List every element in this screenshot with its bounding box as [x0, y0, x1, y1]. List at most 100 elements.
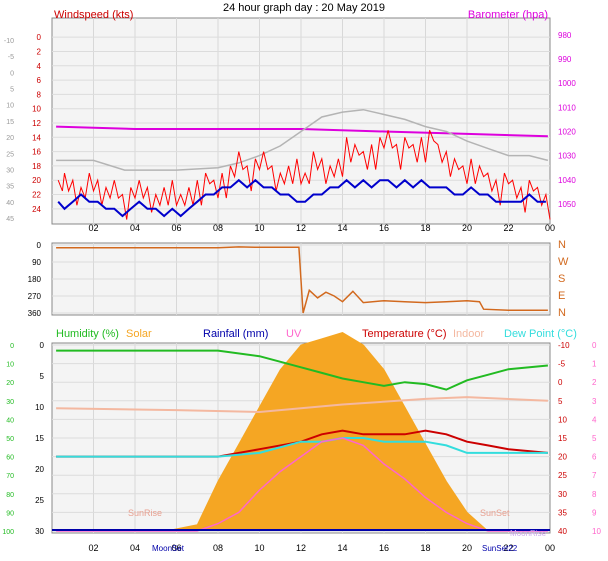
y-tick-label: 25: [35, 496, 44, 505]
x-tick-label: 14: [337, 543, 347, 553]
y-tick-label: 0: [592, 341, 597, 350]
y-tick-label: 50: [6, 436, 14, 443]
y-tick-label: 18: [32, 162, 41, 171]
legend-label: Rainfall (mm): [203, 328, 268, 340]
y-tick-label: 40: [6, 200, 14, 207]
x-tick-label: 10: [254, 543, 264, 553]
x-tick-label: 08: [213, 543, 223, 553]
y-tick-label: 1040: [558, 176, 576, 185]
y-tick-label: 4: [37, 62, 42, 71]
y-tick-label: 90: [32, 258, 41, 267]
y-tick-label: 14: [32, 133, 41, 142]
y-tick-label: 20: [32, 176, 41, 185]
x-tick-label: 08: [213, 223, 223, 233]
y-tick-label: 990: [558, 55, 572, 64]
y-tick-label: S: [558, 273, 565, 285]
x-tick-label: 22: [503, 543, 513, 553]
y-tick-label: 30: [6, 167, 14, 174]
y-tick-label: 100: [2, 529, 14, 536]
y-tick-label: 8: [37, 90, 42, 99]
y-tick-label: 15: [558, 434, 567, 443]
y-tick-label: 6: [37, 76, 42, 85]
y-tick-label: E: [558, 290, 565, 302]
x-tick-label: 20: [462, 543, 472, 553]
y-tick-label: 5: [40, 372, 45, 381]
y-tick-label: 10: [592, 527, 601, 536]
y-tick-label: 0: [37, 33, 42, 42]
y-tick-label: 80: [6, 492, 14, 499]
y-tick-label: 1010: [558, 103, 576, 112]
y-tick-label: 980: [558, 31, 572, 40]
y-tick-label: 3: [592, 397, 597, 406]
y-tick-label: 40: [6, 417, 14, 424]
legend-label: Solar: [126, 328, 152, 340]
y-tick-label: 10: [6, 362, 14, 369]
y-tick-label: -10: [558, 341, 570, 350]
y-tick-label: 9: [592, 508, 597, 517]
annotation-label: SunSet22: [482, 544, 518, 553]
wind-ylabel: Windspeed (kts): [54, 9, 133, 21]
y-tick-label: 10: [6, 103, 14, 110]
annotation-label: MoonSet: [152, 544, 185, 553]
y-tick-label: 25: [558, 471, 567, 480]
legend-label: Humidity (%): [56, 328, 119, 340]
x-tick-label: 06: [171, 543, 181, 553]
y-tick-label: 35: [6, 184, 14, 191]
avg-wind-line: [57, 178, 546, 218]
baro_grey-line: [56, 108, 549, 171]
y-tick-label: N: [558, 239, 566, 251]
y-tick-label: N: [558, 307, 566, 319]
x-tick-label: 04: [130, 543, 140, 553]
y-tick-label: 0: [40, 341, 45, 350]
x-tick-label: 02: [88, 543, 98, 553]
y-tick-label: 22: [32, 191, 41, 200]
y-tick-label: 4: [592, 415, 597, 424]
y-tick-label: 12: [32, 119, 41, 128]
y-tick-label: 2: [592, 378, 597, 387]
y-tick-label: 0: [558, 378, 563, 387]
temp-line: [56, 429, 548, 458]
y-tick-label: 270: [28, 292, 42, 301]
x-tick-label: 20: [462, 223, 472, 233]
baro-line: [56, 125, 548, 138]
y-tick-label: 10: [32, 105, 41, 114]
y-tick-label: 70: [6, 473, 14, 480]
x-tick-label: 02: [88, 223, 98, 233]
x-tick-label: 14: [337, 223, 347, 233]
y-tick-label: 20: [6, 135, 14, 142]
y-tick-label: 1000: [558, 79, 576, 88]
y-tick-label: 0: [10, 343, 14, 350]
legend-label: Indoor: [453, 328, 485, 340]
y-tick-label: 5: [10, 87, 14, 94]
legend-label: UV: [286, 328, 302, 340]
y-tick-label: 45: [6, 216, 14, 223]
page-title: 24 hour graph day : 20 May 2019: [223, 2, 385, 14]
y-tick-label: 25: [6, 151, 14, 158]
y-tick-label: 10: [35, 403, 44, 412]
weather-panel: Humidity (%) Solar Rainfall (mm) UV Temperat…: [2, 328, 601, 553]
y-tick-label: 1020: [558, 127, 576, 136]
y-tick-label: 10: [558, 415, 567, 424]
x-tick-label: 22: [503, 223, 513, 233]
annotation-label: SunRise: [128, 508, 162, 518]
y-tick-label: 20: [35, 465, 44, 474]
y-tick-label: -5: [558, 360, 566, 369]
wind-panel: Windspeed (kts) Barometer (hpa) 02468101…: [4, 9, 576, 233]
y-tick-label: 5: [592, 434, 597, 443]
y-tick-label: 30: [6, 399, 14, 406]
x-tick-label: 04: [130, 223, 140, 233]
y-tick-label: 6: [592, 453, 597, 462]
y-tick-label: 20: [6, 380, 14, 387]
x-tick-label: 18: [420, 543, 430, 553]
y-tick-label: 90: [6, 510, 14, 517]
direction-line: [56, 246, 548, 314]
x-tick-label: 00: [545, 543, 555, 553]
x-tick-label: 06: [171, 223, 181, 233]
indoor-line: [56, 396, 548, 414]
y-tick-label: 16: [32, 148, 41, 157]
y-tick-label: -5: [8, 54, 14, 61]
y-tick-label: 30: [558, 490, 567, 499]
y-tick-label: 2: [37, 47, 42, 56]
